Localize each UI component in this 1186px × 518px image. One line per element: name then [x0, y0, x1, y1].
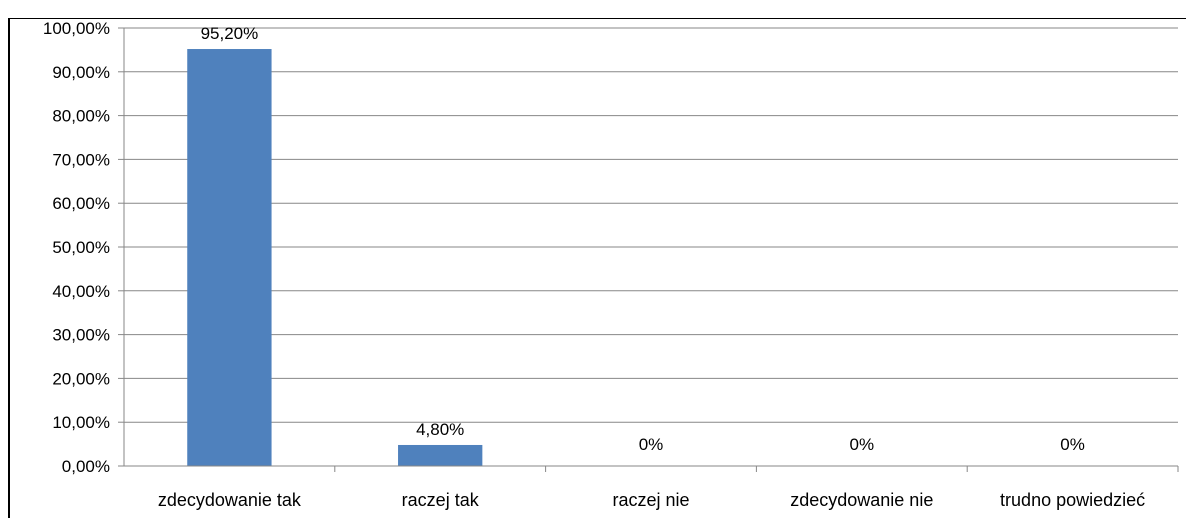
x-tick-label: raczej tak	[402, 490, 480, 510]
y-tick-label: 50,00%	[52, 238, 110, 257]
data-label: 0%	[850, 435, 875, 454]
bar	[398, 444, 483, 466]
x-tick-label: zdecydowanie tak	[158, 490, 302, 510]
data-label: 0%	[1060, 435, 1085, 454]
y-tick-label: 90,00%	[52, 63, 110, 82]
x-tick-label: trudno powiedzieć	[1000, 490, 1145, 510]
x-tick-label: raczej nie	[612, 490, 689, 510]
y-tick-label: 60,00%	[52, 194, 110, 213]
chart-frame	[8, 18, 1186, 518]
y-tick-label: 30,00%	[52, 326, 110, 345]
x-tick-label: zdecydowanie nie	[790, 490, 933, 510]
y-tick-label: 70,00%	[52, 150, 110, 169]
y-tick-label: 100,00%	[43, 19, 110, 38]
data-label: 0%	[639, 435, 664, 454]
y-tick-label: 20,00%	[52, 369, 110, 388]
y-tick-label: 80,00%	[52, 107, 110, 126]
data-label: 4,80%	[416, 420, 464, 439]
data-label: 95,20%	[201, 24, 259, 43]
bar	[187, 49, 272, 467]
y-tick-label: 10,00%	[52, 413, 110, 432]
y-tick-label: 0,00%	[62, 457, 110, 476]
y-tick-label: 40,00%	[52, 282, 110, 301]
